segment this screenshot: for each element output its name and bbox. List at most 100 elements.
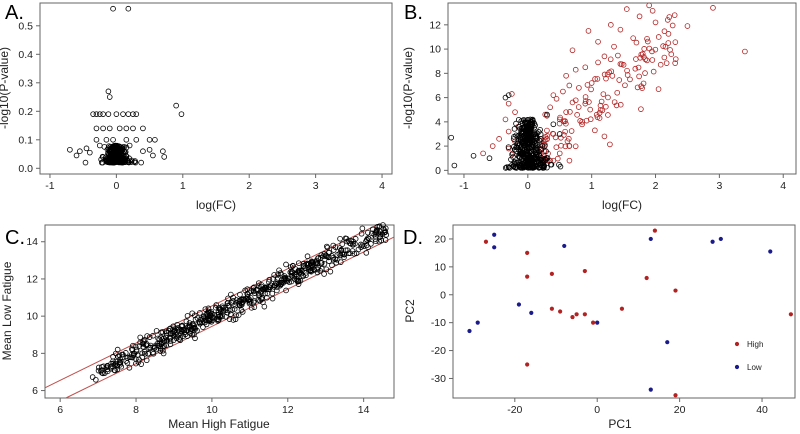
data-point (92, 376, 99, 383)
data-point (639, 51, 646, 57)
data-point (295, 281, 302, 287)
data-point (513, 120, 519, 127)
data-point (140, 341, 147, 347)
data-point (620, 62, 627, 68)
scatter-points-d (467, 228, 793, 398)
data-point (502, 165, 509, 171)
data-point (556, 131, 563, 137)
data-point (376, 223, 383, 230)
data-point (544, 111, 550, 118)
data-point (512, 109, 518, 115)
data-point (528, 144, 535, 151)
data-point (560, 88, 566, 95)
data-point (597, 102, 604, 109)
data-point (163, 328, 170, 335)
data-point (239, 301, 245, 308)
data-point (177, 337, 184, 344)
data-point (303, 270, 309, 276)
data-point (547, 104, 553, 111)
plot-frame-d (452, 224, 796, 399)
data-point (117, 356, 123, 363)
data-point (650, 68, 657, 75)
data-point (566, 143, 573, 149)
x-ticks-c: 6 8 10 12 14 (57, 398, 370, 416)
data-point-low (492, 245, 497, 250)
data-point (275, 271, 281, 277)
data-point (553, 144, 560, 150)
data-point (120, 111, 126, 117)
legend-label-high: High (747, 340, 763, 349)
data-point (161, 154, 167, 160)
data-point (240, 296, 246, 303)
data-point (644, 57, 650, 64)
data-point (337, 259, 344, 265)
data-point (250, 287, 257, 294)
data-point (292, 266, 299, 272)
data-point (505, 92, 512, 98)
x-tick-label: 2 (246, 180, 252, 192)
data-point (222, 305, 229, 311)
data-point (202, 306, 209, 312)
data-point (250, 285, 256, 291)
data-point (505, 128, 512, 135)
data-point (636, 13, 643, 20)
data-point (663, 60, 670, 66)
data-point (109, 151, 115, 157)
data-point (113, 111, 120, 117)
data-point (157, 348, 164, 354)
data-point (297, 278, 304, 284)
data-point (105, 111, 112, 117)
data-point (138, 159, 144, 166)
data-point (451, 162, 458, 169)
data-point (655, 34, 662, 40)
data-point (503, 164, 510, 170)
data-point (523, 159, 530, 165)
data-point-high (590, 320, 596, 325)
data-point (204, 311, 211, 318)
data-point (103, 159, 110, 165)
data-point (160, 148, 166, 155)
data-point (604, 71, 611, 78)
data-point (645, 38, 651, 45)
y-tick-label: 10 (434, 261, 446, 273)
data-point (365, 229, 371, 236)
data-point (480, 150, 486, 157)
data-point-high (652, 228, 658, 233)
data-point (192, 335, 198, 342)
data-point (123, 125, 130, 132)
data-point (307, 267, 314, 273)
data-point (592, 76, 598, 82)
x-axis-label-a: log(FC) (196, 198, 236, 212)
data-point (110, 353, 116, 360)
data-point-high (574, 312, 579, 317)
y-tick-label: 0.3 (18, 77, 33, 89)
x-tick-label: 3 (313, 180, 319, 192)
data-point (377, 233, 383, 240)
data-point (351, 250, 358, 257)
data-point (665, 31, 672, 37)
data-point (561, 132, 567, 138)
data-point (594, 76, 601, 82)
data-point (116, 125, 123, 132)
data-point (582, 100, 589, 107)
data-point (556, 116, 563, 123)
data-point-high (558, 309, 563, 314)
data-point (131, 159, 138, 165)
data-point (96, 142, 103, 149)
data-point (175, 324, 182, 331)
data-point (140, 343, 147, 350)
data-point-low (595, 320, 600, 325)
data-point (568, 128, 575, 134)
legend-d: High Low (734, 340, 763, 372)
data-point (101, 144, 108, 150)
x-ticks-b: -1 0 1 2 3 4 (459, 174, 786, 192)
data-point (644, 36, 650, 42)
data-point (304, 253, 311, 260)
data-point (191, 331, 197, 338)
data-point (144, 333, 150, 339)
data-point (179, 329, 185, 335)
data-point (164, 337, 171, 344)
data-point (126, 142, 133, 149)
data-point (341, 254, 347, 261)
